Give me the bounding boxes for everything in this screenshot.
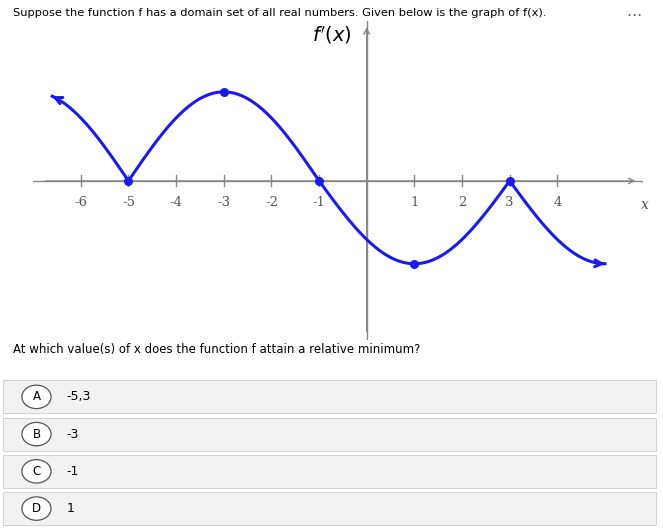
Text: x: x: [640, 198, 648, 212]
Text: 4: 4: [553, 196, 562, 209]
Text: 1: 1: [410, 196, 418, 209]
Text: -5: -5: [122, 196, 135, 209]
Text: D: D: [32, 502, 41, 515]
Text: B: B: [32, 428, 40, 440]
Text: $f'(x)$: $f'(x)$: [312, 24, 351, 46]
Text: 1: 1: [66, 502, 74, 515]
Text: A: A: [32, 390, 40, 403]
Text: ⋯: ⋯: [627, 8, 642, 23]
Text: -3: -3: [217, 196, 230, 209]
Text: -1: -1: [312, 196, 326, 209]
Text: Suppose the function f has a domain set of all real numbers. Given below is the : Suppose the function f has a domain set …: [13, 8, 546, 18]
Text: C: C: [32, 465, 40, 478]
Text: -3: -3: [66, 428, 79, 440]
Text: -6: -6: [74, 196, 88, 209]
Text: 3: 3: [505, 196, 514, 209]
Text: 2: 2: [458, 196, 466, 209]
Text: -5,3: -5,3: [66, 390, 91, 403]
Text: -4: -4: [170, 196, 182, 209]
Text: At which value(s) of x does the function f attain a relative minimum?: At which value(s) of x does the function…: [13, 343, 420, 356]
Text: -1: -1: [66, 465, 79, 478]
Text: -2: -2: [265, 196, 278, 209]
